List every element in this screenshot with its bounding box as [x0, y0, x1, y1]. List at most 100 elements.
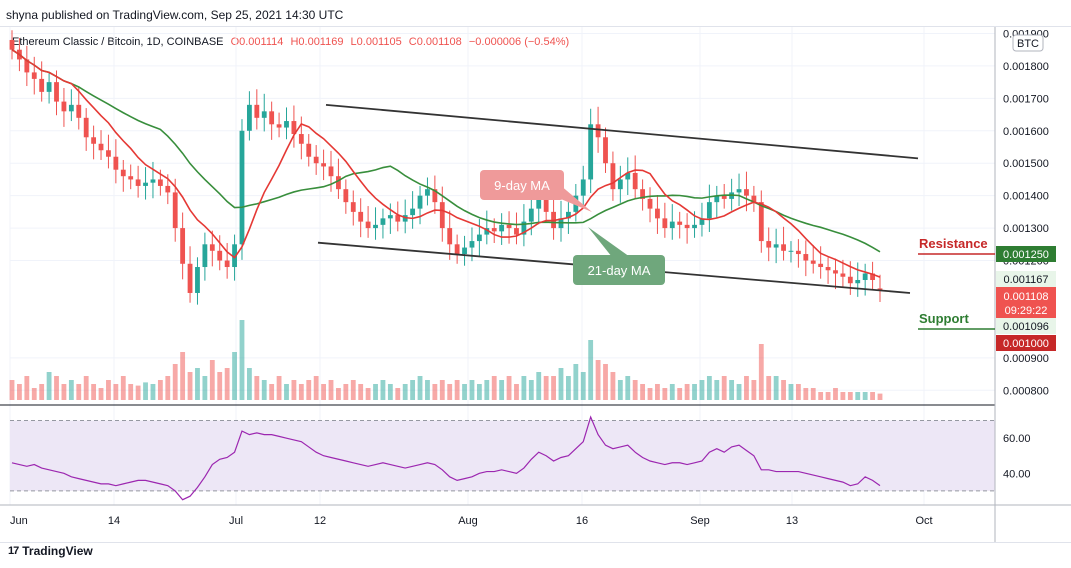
candle-body [165, 185, 171, 193]
price-tick-label: 0.001500 [1003, 158, 1049, 170]
candle-body [336, 176, 341, 190]
candle-body [380, 218, 386, 225]
candle-body [662, 218, 668, 229]
candle-body [157, 179, 163, 186]
volume-bar [150, 384, 156, 400]
volume-bar [781, 380, 786, 400]
support2-price-badge: 0.001000 [1003, 338, 1049, 350]
volume-bar [54, 376, 59, 400]
candle-body [106, 150, 111, 157]
volume-bar [677, 388, 683, 400]
candle-body [46, 82, 52, 92]
candle-body [751, 195, 757, 203]
candle-body [291, 121, 297, 135]
candle-body [847, 276, 853, 284]
price-tick-label: 0.001600 [1003, 126, 1049, 138]
volume-bar [68, 380, 74, 400]
price-tick-label: 0.001400 [1003, 191, 1049, 203]
price-tick-label: 0.001800 [1003, 61, 1049, 73]
volume-bar [454, 380, 460, 400]
candle-body [373, 224, 378, 229]
candle-body [202, 244, 208, 268]
candle-body [180, 228, 186, 264]
volume-bar [573, 364, 579, 400]
volume-bar [128, 384, 134, 400]
volume-bar [543, 376, 549, 400]
candle-body [76, 104, 82, 118]
volume-bar [699, 380, 705, 400]
volume-bar [113, 384, 119, 400]
volume-bar [840, 392, 846, 400]
candle-body [840, 273, 846, 277]
volume-bar [165, 376, 171, 400]
volume-bar [432, 384, 438, 400]
support-label: Support [919, 311, 969, 326]
volume-bar [825, 392, 831, 400]
price-chart[interactable]: 0.0019000.0018000.0017000.0016000.001500… [0, 27, 1071, 542]
volume-bar [558, 368, 564, 400]
candle-body [795, 250, 801, 255]
candle-body [395, 215, 401, 222]
high-value: H0.001169 [290, 36, 344, 48]
volume-bar [684, 384, 690, 400]
candle-body [655, 208, 660, 219]
rsi-line [11, 415, 881, 501]
volume-bar [291, 380, 297, 400]
volume-bar [373, 384, 378, 400]
tradingview-footer[interactable]: 17 TradingView [8, 544, 93, 558]
candle-body [640, 189, 646, 199]
volume-bar [232, 352, 237, 400]
candle-body [120, 169, 126, 177]
currency-badge-box[interactable] [1012, 34, 1044, 52]
price-tick-label: 0.000900 [1003, 353, 1049, 365]
volume-bar [284, 384, 289, 400]
volume-bar [209, 360, 215, 400]
volume-bar [669, 384, 675, 400]
candle-body [476, 234, 482, 242]
candle-body [232, 244, 237, 268]
candle-body [684, 224, 690, 229]
volume-bar [595, 360, 601, 400]
volume-bar [588, 340, 594, 400]
ma21-callout-pointer [588, 227, 630, 257]
volume-bar [499, 380, 505, 400]
candle-body [491, 228, 497, 232]
candle-body [83, 117, 89, 138]
volume-bars [9, 320, 883, 400]
candle-body [499, 224, 505, 232]
ma21-callout-box [573, 255, 665, 285]
volume-bar [410, 380, 416, 400]
volume-bar [706, 376, 712, 400]
candle-body [284, 121, 289, 128]
candle-body [387, 215, 393, 219]
candle-body [603, 137, 608, 164]
candle-body [172, 192, 178, 229]
volume-bar [736, 384, 742, 400]
volume-bar [788, 384, 794, 400]
chart-legend: Ethereum Classic / Bitcoin, 1D, COINBASE… [12, 36, 569, 48]
volume-bar [870, 392, 875, 400]
time-tick-label: 12 [314, 515, 326, 527]
currency-badge[interactable]: BTC [1017, 38, 1039, 50]
candle-body [758, 202, 764, 242]
candle-body [632, 172, 638, 190]
time-tick-label: Jul [229, 515, 243, 527]
candle-body [773, 244, 779, 248]
volume-bar [343, 384, 349, 400]
volume-bar [833, 388, 838, 400]
time-tick-label: 13 [786, 515, 798, 527]
candle-body [224, 260, 230, 268]
volume-bar [551, 376, 556, 400]
candle-body [24, 59, 30, 73]
candle-body [39, 78, 45, 92]
volume-bar [180, 352, 186, 400]
candle-body [350, 202, 356, 212]
candle-body [669, 221, 675, 229]
volume-bar [106, 380, 111, 400]
open-value: O0.001114 [230, 36, 284, 48]
volume-bar [803, 388, 809, 400]
volume-bar [39, 384, 45, 400]
volume-bar [395, 388, 401, 400]
ma9-line [11, 49, 881, 278]
volume-bar [328, 380, 334, 400]
